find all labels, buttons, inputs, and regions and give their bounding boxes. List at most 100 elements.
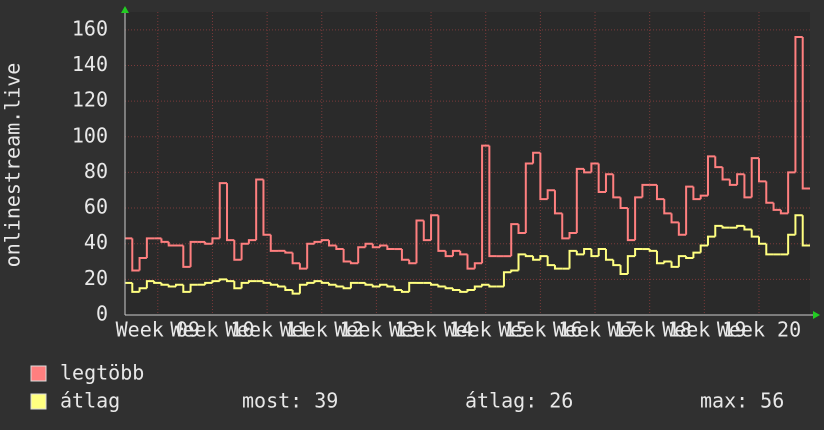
series-step — [357, 246, 366, 264]
series-step — [553, 265, 563, 270]
series-step — [211, 280, 220, 283]
series-step — [138, 256, 147, 271]
series-step — [218, 278, 228, 282]
y-arrow — [121, 6, 129, 13]
series-step — [167, 241, 177, 247]
series-step — [626, 255, 636, 275]
series-step — [160, 282, 169, 286]
series-step — [510, 269, 519, 273]
x-tick-label: Week 10 — [170, 318, 254, 342]
y-tick-label: 0 — [96, 302, 108, 326]
x-tick-label: Week 19 — [662, 318, 746, 342]
x-tick-label: Week 11 — [225, 318, 309, 342]
series-step — [335, 284, 344, 288]
series-step — [575, 250, 585, 256]
series-step — [801, 36, 810, 190]
series-step — [794, 35, 803, 173]
series-step — [765, 243, 774, 256]
series-step — [131, 238, 140, 272]
series-step — [604, 249, 614, 261]
series-step — [670, 261, 679, 268]
legend-label: átlag — [60, 389, 120, 413]
series-step — [153, 281, 162, 284]
series-step — [532, 151, 541, 164]
series-step — [400, 290, 410, 293]
series-step — [226, 183, 235, 242]
y-tick-label: 60 — [84, 195, 108, 219]
series-step — [335, 245, 344, 251]
series-step — [211, 237, 220, 244]
series-step — [393, 286, 402, 292]
series-step — [546, 189, 555, 200]
y-tick-label: 140 — [72, 52, 108, 76]
series-step — [648, 249, 657, 252]
series-step — [677, 222, 687, 236]
series-step — [160, 238, 169, 243]
x-tick-label: Week 18 — [608, 318, 692, 342]
series-step — [699, 194, 708, 200]
x-arrow — [813, 311, 820, 319]
series-step — [750, 229, 759, 238]
series-step — [553, 190, 563, 215]
stat-label: átlag: — [465, 389, 537, 413]
series-step — [699, 244, 708, 253]
series-step — [379, 244, 388, 248]
stat-value: 26 — [549, 389, 573, 413]
series-step — [371, 284, 381, 288]
stat-label: most: — [242, 389, 302, 413]
series-step — [532, 256, 541, 261]
series-step — [779, 209, 789, 215]
series-step — [655, 250, 665, 265]
series-step — [328, 240, 337, 247]
series-step — [736, 173, 745, 185]
series-step — [189, 283, 198, 292]
series-step — [430, 282, 439, 286]
series-step — [743, 174, 752, 199]
series-step — [437, 215, 446, 252]
legend-swatch — [30, 393, 47, 410]
series-step — [320, 239, 330, 242]
series-step — [787, 171, 796, 214]
series-step — [517, 253, 526, 271]
series-step — [182, 245, 191, 268]
series-step — [269, 234, 279, 252]
series-step — [386, 245, 395, 251]
series-step — [728, 179, 738, 186]
y-tick-label: 160 — [72, 16, 108, 40]
series-step — [626, 208, 636, 242]
series-step — [204, 281, 213, 285]
series-step — [306, 242, 315, 269]
series-step — [757, 158, 767, 183]
series-step — [794, 214, 803, 235]
y-tick-label: 120 — [72, 88, 108, 112]
series-step — [451, 288, 461, 292]
series-step — [233, 240, 242, 261]
series-step — [481, 144, 490, 264]
series-step — [721, 225, 730, 229]
stat-label: max: — [700, 389, 748, 413]
series-step — [677, 255, 687, 267]
series-step — [736, 224, 745, 228]
series-step — [298, 283, 308, 294]
series-step — [575, 167, 585, 234]
series-step — [175, 283, 184, 287]
series-step — [262, 179, 271, 236]
x-tick-label: Week 17 — [553, 318, 637, 342]
x-tick-label: Week 16 — [498, 318, 582, 342]
series-step — [444, 250, 453, 258]
series-step — [189, 240, 198, 267]
series-step — [145, 280, 155, 289]
series-step — [298, 263, 308, 270]
series-step — [422, 220, 432, 242]
series-step — [583, 168, 592, 174]
series-step — [320, 281, 330, 284]
y-tick-label: 40 — [84, 230, 108, 254]
series-step — [612, 259, 621, 267]
series-step — [714, 224, 723, 237]
series-step — [619, 197, 628, 210]
series-step — [240, 281, 249, 289]
x-tick-label: Week 13 — [334, 318, 418, 342]
y-axis-label: onlinestream.live — [1, 63, 25, 268]
series-step — [247, 239, 257, 244]
series-step — [641, 183, 650, 198]
